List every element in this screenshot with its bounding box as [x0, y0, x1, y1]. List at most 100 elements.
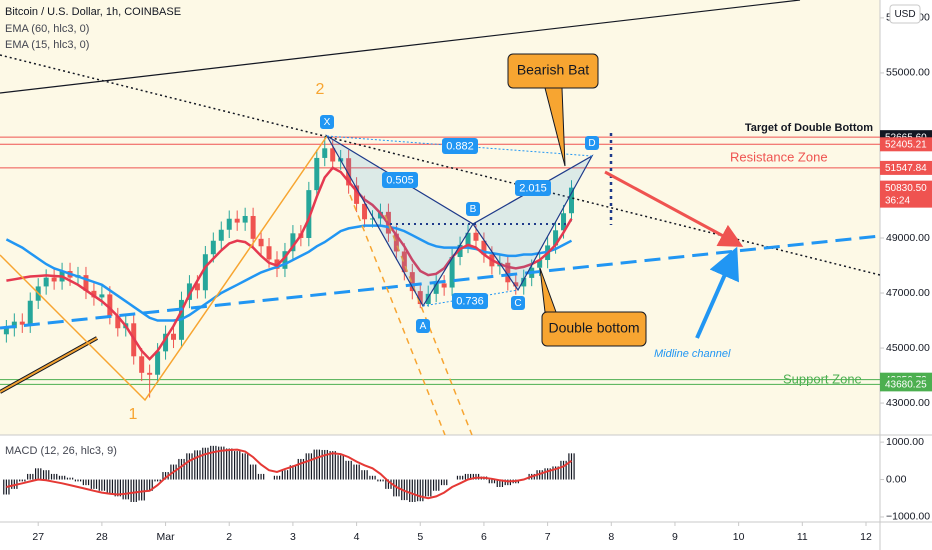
wave-label: 1 [129, 406, 138, 423]
y-tick-label: 1000.00 [886, 436, 924, 448]
candle-body [226, 218, 232, 230]
candle-body [354, 185, 360, 204]
candle-body [258, 238, 264, 247]
countdown-label: 36:24 [885, 195, 910, 206]
callout-text: Double bottom [548, 320, 639, 336]
x-tick-label: Mar [157, 531, 176, 543]
candle-body [218, 229, 224, 241]
price-label: 52405.21 [885, 139, 927, 150]
x-tick-label: 10 [733, 531, 745, 543]
candle-body [202, 254, 208, 291]
callout-box [507, 53, 599, 89]
y-tick-label: 45000.00 [886, 342, 930, 354]
candle-body [370, 218, 376, 220]
candle-body [568, 187, 574, 214]
y-tick-label: 49000.00 [886, 232, 930, 244]
candle-body [155, 351, 161, 375]
candle-body [521, 277, 527, 287]
candle-body [393, 233, 399, 252]
point-label: D [588, 138, 595, 149]
candle-body [266, 246, 272, 260]
target-text: Target of Double Bottom [745, 122, 873, 134]
ratio-box: 0.882 [442, 138, 478, 154]
point-label: X [324, 117, 331, 128]
candle-body [19, 321, 25, 325]
candle-body [362, 203, 368, 220]
candle-body [242, 215, 248, 223]
candle-body [322, 148, 328, 158]
x-tick-label: 27 [32, 531, 44, 543]
candle-body [465, 232, 471, 245]
candle-body [314, 157, 320, 191]
candle-body [250, 215, 256, 239]
callout-text: Bearish Bat [517, 62, 589, 78]
currency-button[interactable] [889, 4, 921, 24]
x-tick-label: 8 [608, 531, 614, 543]
candle-body [481, 240, 487, 255]
midline-text: Midline channel [654, 348, 731, 360]
macd-pane [0, 435, 880, 522]
x-tick-label: 4 [354, 531, 360, 543]
candle-body [107, 294, 113, 317]
pattern-point: D [585, 136, 599, 150]
pattern-point: C [511, 296, 525, 310]
currency-label[interactable]: USD [894, 9, 915, 20]
wave-line [0, 135, 328, 402]
ratio-label: 0.882 [446, 140, 474, 152]
candle-body [99, 294, 105, 298]
candle-body [51, 277, 57, 282]
candle-body [537, 260, 543, 268]
y-tick-label: 43000.00 [886, 397, 930, 409]
x-tick-label: 7 [545, 531, 551, 543]
candle-body [11, 321, 17, 329]
candle-body [505, 262, 511, 283]
last-price-box [880, 180, 932, 208]
price-label-box [880, 137, 932, 152]
x-tick-label: 2 [226, 531, 232, 543]
candle-body [3, 328, 9, 335]
candle-body [433, 283, 439, 294]
price-label-box [880, 377, 932, 392]
ratio-label: 0.736 [456, 295, 484, 307]
midline-channel [0, 234, 880, 330]
drawings [0, 0, 880, 435]
pattern-point: A [416, 319, 430, 333]
candle-body [83, 275, 89, 291]
candle-body [282, 251, 288, 269]
annotation-labels: Bearish Bat Double bottom Target of Doub… [129, 62, 874, 424]
main-pane [0, 0, 880, 435]
price-label: 43680.25 [885, 380, 927, 391]
candle-body [473, 232, 479, 241]
down-arrow [604, 170, 744, 247]
point-label: A [420, 321, 427, 332]
candle-body [306, 190, 312, 238]
candle-body [91, 290, 97, 298]
x-tick-label: 28 [96, 531, 108, 543]
candle-body [330, 148, 336, 162]
arrow-line [0, 337, 98, 393]
support-text: Support Zone [783, 371, 862, 386]
candle-body [449, 256, 455, 288]
price-label: 51547.84 [885, 163, 927, 174]
candle-body [290, 233, 296, 252]
ratio-box: 2.015 [515, 180, 551, 196]
callout-box [541, 311, 647, 347]
candle-body [561, 213, 567, 231]
ratio-label: 0.505 [386, 174, 414, 186]
candle-body [417, 291, 423, 305]
pattern-point: X [320, 115, 334, 129]
candle-body [194, 283, 200, 291]
candle-body [553, 230, 559, 246]
x-tick-label: 11 [797, 531, 808, 543]
legend-entry: EMA (60, hlc3, 0) [5, 23, 89, 35]
y-tick-label: 0.00 [886, 473, 907, 485]
x-tick-label: 5 [417, 531, 423, 543]
ratio-label: 2.015 [519, 182, 547, 194]
x-tick-label: 12 [860, 531, 872, 543]
x-tick-label: 6 [481, 531, 487, 543]
candle-body [234, 218, 240, 223]
candle-body [409, 272, 415, 292]
candle-body [401, 251, 407, 273]
candle-body [147, 372, 153, 375]
